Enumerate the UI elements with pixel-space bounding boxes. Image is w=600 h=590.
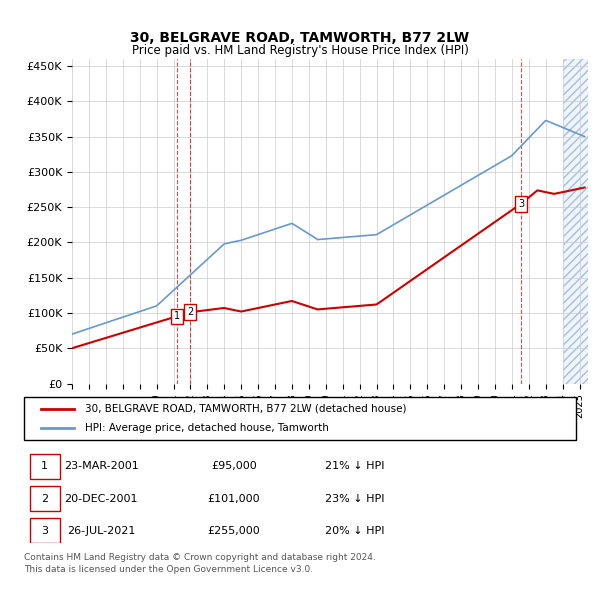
Text: Contains HM Land Registry data © Crown copyright and database right 2024.: Contains HM Land Registry data © Crown c… (24, 553, 376, 562)
Text: This data is licensed under the Open Government Licence v3.0.: This data is licensed under the Open Gov… (24, 565, 313, 574)
Text: 20-DEC-2001: 20-DEC-2001 (65, 493, 138, 503)
Text: 3: 3 (518, 199, 524, 209)
Text: £255,000: £255,000 (208, 526, 260, 536)
FancyBboxPatch shape (24, 397, 576, 440)
Text: 21% ↓ HPI: 21% ↓ HPI (325, 461, 385, 471)
Text: 30, BELGRAVE ROAD, TAMWORTH, B77 2LW: 30, BELGRAVE ROAD, TAMWORTH, B77 2LW (130, 31, 470, 45)
Text: 1: 1 (41, 461, 48, 471)
FancyBboxPatch shape (29, 519, 60, 543)
Text: £101,000: £101,000 (208, 493, 260, 503)
Text: 2: 2 (187, 307, 193, 317)
Text: 23% ↓ HPI: 23% ↓ HPI (325, 493, 385, 503)
Text: 26-JUL-2021: 26-JUL-2021 (67, 526, 136, 536)
Text: HPI: Average price, detached house, Tamworth: HPI: Average price, detached house, Tamw… (85, 422, 329, 432)
Text: 23-MAR-2001: 23-MAR-2001 (64, 461, 139, 471)
Bar (563, 59, 588, 384)
Text: Price paid vs. HM Land Registry's House Price Index (HPI): Price paid vs. HM Land Registry's House … (131, 44, 469, 57)
Text: £95,000: £95,000 (211, 461, 257, 471)
FancyBboxPatch shape (29, 454, 60, 478)
Text: 2: 2 (41, 493, 48, 503)
Bar (563, 59, 588, 384)
Text: 3: 3 (41, 526, 48, 536)
Text: 20% ↓ HPI: 20% ↓ HPI (325, 526, 385, 536)
Text: 30, BELGRAVE ROAD, TAMWORTH, B77 2LW (detached house): 30, BELGRAVE ROAD, TAMWORTH, B77 2LW (de… (85, 404, 406, 414)
FancyBboxPatch shape (29, 486, 60, 511)
Text: 1: 1 (174, 312, 180, 322)
